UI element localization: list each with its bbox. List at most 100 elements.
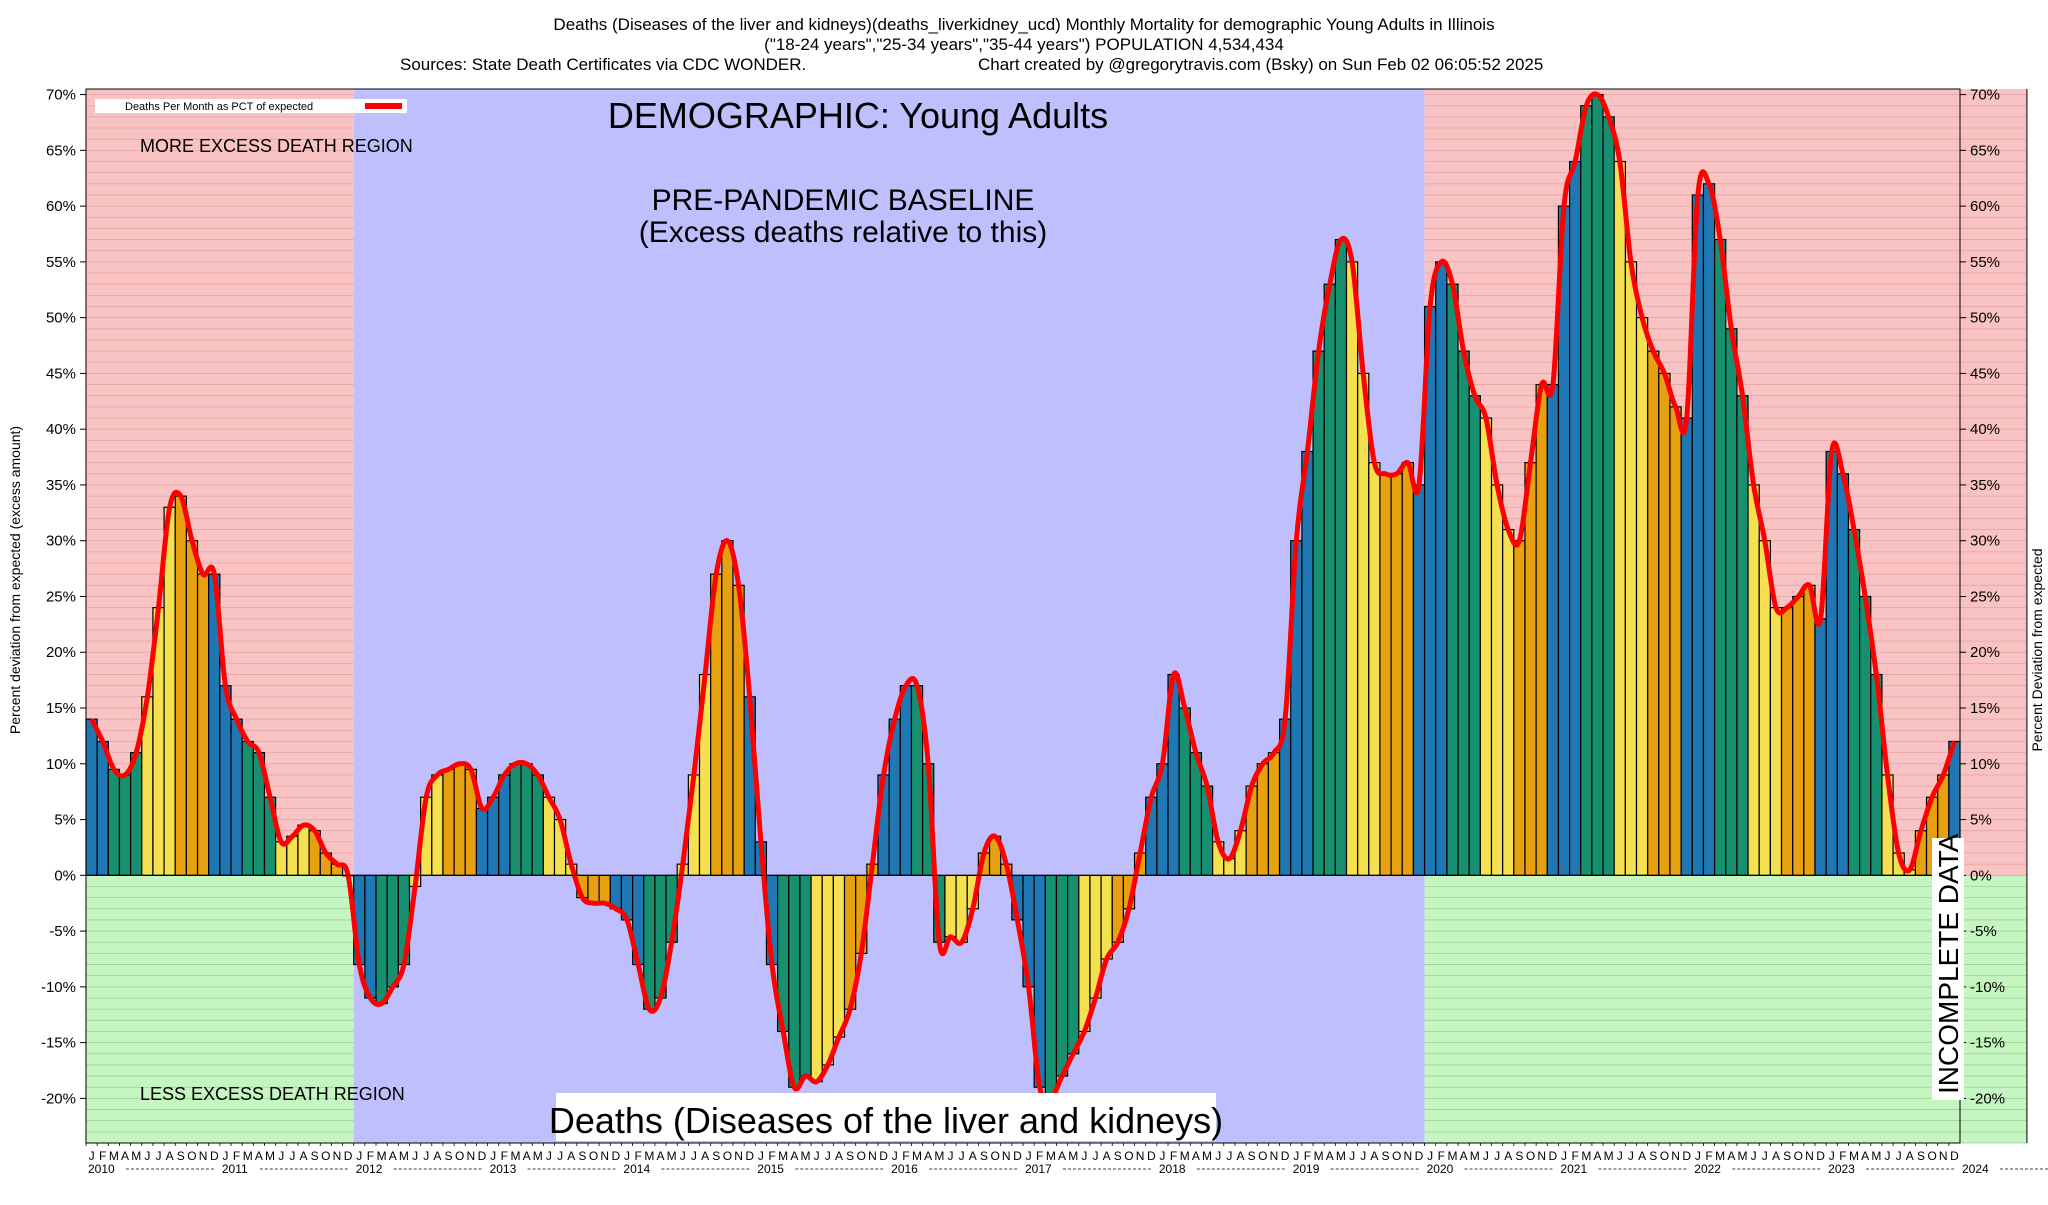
x-month-label: J — [156, 1149, 162, 1163]
x-month-label: M — [1470, 1149, 1480, 1163]
y-tick-label-right: 65% — [1970, 142, 2000, 159]
demographic-label: DEMOGRAPHIC: Young Adults — [608, 95, 1108, 136]
bar — [386, 874, 399, 988]
x-month-label: J — [1081, 1149, 1087, 1163]
bar — [810, 874, 823, 1083]
x-month-label: S — [1649, 1149, 1657, 1163]
y-tick-label-left: -10% — [41, 979, 76, 996]
x-month-label: N — [199, 1149, 208, 1163]
legend: Deaths Per Month as PCT of expected — [95, 99, 407, 113]
incomplete-label-bg — [1932, 838, 1964, 1100]
x-month-label: A — [1638, 1149, 1646, 1163]
x-month-label: J — [1159, 1149, 1165, 1163]
bar — [1357, 372, 1370, 876]
y-tick-label-left: 45% — [46, 365, 76, 382]
x-month-label: A — [1103, 1149, 1111, 1163]
x-month-label: A — [300, 1149, 308, 1163]
x-month-label: M — [131, 1149, 141, 1163]
x-month-label: J — [1628, 1149, 1634, 1163]
bar — [163, 506, 176, 876]
x-month-label: M — [1849, 1149, 1859, 1163]
y-tick-label-left: 35% — [46, 477, 76, 494]
x-month-label: J — [1751, 1149, 1757, 1163]
x-month-label: A — [790, 1149, 798, 1163]
y-tick-label-left: 55% — [46, 254, 76, 271]
bar — [375, 874, 388, 1005]
y-tick-label-right: 35% — [1970, 477, 2000, 494]
x-month-label: J — [680, 1149, 686, 1163]
x-month-label: O — [1927, 1149, 1936, 1163]
y-tick-label-right: -10% — [1970, 979, 2005, 996]
x-year-label: 2015 — [757, 1162, 784, 1176]
x-month-label: N — [1002, 1149, 1011, 1163]
x-month-label: F — [1304, 1149, 1311, 1163]
bar — [1792, 595, 1805, 876]
bar — [486, 796, 500, 876]
x-month-label: O — [857, 1149, 866, 1163]
bar — [230, 718, 243, 876]
bar — [1446, 283, 1459, 876]
y-tick-label-right: 20% — [1970, 644, 2000, 661]
x-month-label: M — [533, 1149, 543, 1163]
x-month-label: J — [758, 1149, 764, 1163]
less-excess-label: LESS EXCESS DEATH REGION — [140, 1084, 405, 1104]
bar — [1468, 395, 1481, 876]
y-tick-label-right: 5% — [1970, 812, 1992, 829]
y-tick-label-right: 10% — [1970, 756, 2000, 773]
bar — [1479, 417, 1493, 876]
y-tick-label-right: 60% — [1970, 198, 2000, 215]
bar — [1055, 874, 1069, 1077]
x-month-label: J — [1561, 1149, 1567, 1163]
x-month-label: J — [814, 1149, 820, 1163]
bar — [1769, 607, 1783, 876]
bar — [1256, 763, 1270, 876]
x-month-label: O — [990, 1149, 999, 1163]
x-month-label: M — [934, 1149, 944, 1163]
bar — [219, 685, 232, 876]
bar — [85, 718, 98, 876]
x-month-label: N — [868, 1149, 877, 1163]
bar — [1613, 160, 1626, 876]
x-month-label: J — [1427, 1149, 1433, 1163]
legend-label: Deaths Per Month as PCT of expected — [125, 101, 313, 113]
y-tick-label-right: -20% — [1970, 1090, 2005, 1107]
legend-box — [95, 99, 407, 113]
y-tick-label-left: 15% — [46, 700, 76, 717]
y-tick-label-left: 70% — [46, 87, 76, 104]
y-tick-label-left: 0% — [54, 867, 76, 884]
x-month-label: J — [412, 1149, 418, 1163]
bar — [1535, 383, 1548, 876]
header-line-2: ("18-24 years","25-34 years","35-44 year… — [764, 35, 1284, 54]
x-month-label: M — [1046, 1149, 1056, 1163]
bar — [944, 874, 957, 938]
bar — [1680, 417, 1693, 876]
y-tick-label-left: 50% — [46, 310, 76, 327]
header-line-3a: Sources: State Death Certificates via CD… — [400, 55, 806, 74]
x-month-label: A — [1861, 1149, 1869, 1163]
x-month-label: M — [912, 1149, 922, 1163]
x-month-label: O — [1794, 1149, 1803, 1163]
y-tick-label-right: 45% — [1970, 365, 2000, 382]
x-year-label: 2020 — [1427, 1162, 1454, 1176]
x-month-label: M — [800, 1149, 810, 1163]
bar — [1334, 238, 1348, 876]
trend-line — [89, 91, 1957, 1104]
x-month-label: A — [1058, 1149, 1066, 1163]
bar — [174, 495, 187, 876]
x-month-label: N — [1404, 1149, 1413, 1163]
x-month-label: A — [1237, 1149, 1245, 1163]
x-month-label: M — [510, 1149, 520, 1163]
x-month-label: S — [1382, 1149, 1390, 1163]
bar — [1524, 462, 1537, 876]
incomplete-label: INCOMPLETE DATA — [1933, 833, 1964, 1094]
x-month-label: J — [423, 1149, 429, 1163]
x-month-label: J — [1026, 1149, 1032, 1163]
bar — [196, 573, 210, 876]
x-month-label: A — [924, 1149, 932, 1163]
bar — [1401, 462, 1415, 876]
x-month-label: J — [1617, 1149, 1623, 1163]
x-month-label: N — [1270, 1149, 1279, 1163]
x-month-label: O — [1124, 1149, 1133, 1163]
x-month-label: N — [1537, 1149, 1546, 1163]
y-tick-label-left: -15% — [41, 1035, 76, 1052]
